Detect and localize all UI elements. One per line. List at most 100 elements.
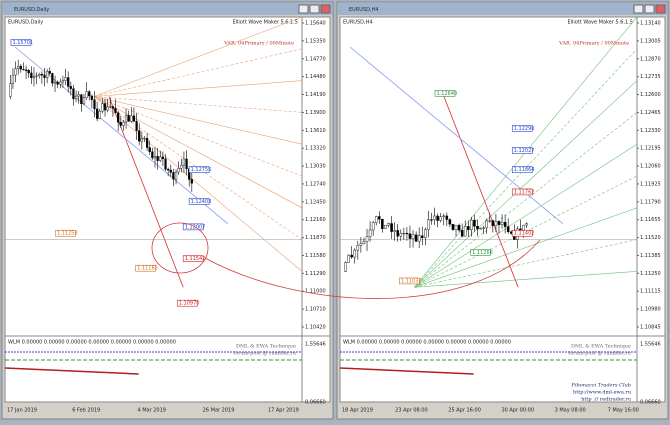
- price-tag-label: 1.11762: [514, 189, 535, 195]
- price-label: 1.13900: [305, 110, 326, 116]
- candle: [64, 77, 67, 81]
- indicator-label: WLM 0.00000 0.00000 0.00000 0.00000 0.00…: [343, 340, 511, 346]
- candle: [420, 235, 424, 238]
- price-tag: [176, 299, 198, 307]
- candle: [145, 138, 149, 148]
- price-label: 1.11115: [640, 289, 661, 295]
- indicator-axis-label: 1.55646: [640, 342, 661, 348]
- window-button[interactable]: [298, 4, 309, 14]
- window-button[interactable]: [655, 4, 666, 14]
- price-tag: [511, 229, 533, 237]
- indicator-curve: [4, 367, 139, 375]
- candle: [9, 83, 12, 97]
- candle: [408, 233, 412, 239]
- indicator-axis-label: 1.55646: [305, 342, 326, 348]
- chart-window: EURUSD,H4 EURUSD,H4 Elliott Wave Maker 5.6…: [336, 1, 669, 420]
- variant-label: VAR. 04Primary / 00Minute: [223, 41, 294, 47]
- price-label: 1.12195: [640, 146, 661, 152]
- candle: [467, 226, 470, 230]
- footer-text: http :// redtrader.ru: [581, 397, 632, 403]
- candle: [525, 223, 528, 226]
- candle: [491, 220, 495, 226]
- fan-line: [93, 96, 303, 177]
- candle: [172, 172, 175, 180]
- candle: [506, 226, 510, 233]
- candle: [482, 227, 485, 229]
- candle: [414, 234, 418, 242]
- price-label: 1.11000: [305, 289, 326, 295]
- price-label: 1.11870: [305, 235, 326, 241]
- candle: [77, 94, 80, 97]
- candle: [396, 230, 399, 237]
- date-label: 23 Apr 08:00: [395, 408, 428, 414]
- candle: [387, 223, 390, 226]
- candle: [117, 112, 120, 123]
- price-label: 1.11790: [640, 199, 661, 205]
- window-button[interactable]: [309, 4, 320, 14]
- candle: [59, 81, 62, 85]
- candle: [46, 71, 49, 79]
- fan-line: [414, 143, 638, 288]
- candle: [436, 215, 439, 221]
- watermark: DML & EWA Technique: [571, 344, 631, 350]
- window-button[interactable]: [320, 4, 331, 14]
- candle: [442, 215, 446, 217]
- candle: [48, 71, 51, 74]
- price-tag: [470, 249, 491, 256]
- candle: [40, 74, 44, 76]
- candle: [190, 179, 193, 184]
- candle: [344, 262, 347, 272]
- candle: [463, 226, 467, 237]
- candle: [38, 74, 41, 76]
- candle: [182, 158, 186, 166]
- candle: [93, 99, 96, 110]
- price-label: 1.10710: [305, 307, 326, 313]
- candle: [427, 219, 430, 230]
- price-label: 1.11250: [640, 271, 661, 277]
- candle: [365, 236, 369, 242]
- date-label: 17 Apr 2019: [268, 408, 299, 414]
- candle: [476, 226, 479, 230]
- price-label: 1.13320: [305, 146, 326, 152]
- candle: [69, 86, 72, 89]
- candle: [156, 156, 159, 161]
- candle: [72, 88, 75, 100]
- fan-line: [94, 96, 303, 145]
- price-tag-label: 1.12290: [514, 126, 535, 132]
- candle: [451, 223, 455, 230]
- candle: [433, 215, 436, 220]
- indicator-axis-label: 0.06660: [305, 400, 326, 406]
- window-button[interactable]: [644, 4, 655, 14]
- price-tag-label: 1.12027: [514, 148, 535, 154]
- candle: [151, 151, 154, 159]
- title-bar: [338, 3, 667, 15]
- fan-line: [414, 175, 638, 288]
- price-label: 1.15640: [305, 21, 326, 27]
- candle: [169, 169, 172, 173]
- price-label: 1.13610: [305, 128, 326, 134]
- watermark: forum-post @ rambler.ru: [233, 350, 297, 357]
- price-tag: [434, 90, 456, 97]
- watermark: forum-post @ rambler.ru: [568, 350, 632, 357]
- candle: [470, 219, 473, 230]
- price-tag-label: 1.11163: [137, 266, 158, 272]
- candle: [356, 245, 360, 251]
- fan-line: [414, 271, 638, 288]
- price-label: 1.10980: [640, 307, 661, 313]
- date-label: 4 Mar 2019: [137, 408, 166, 414]
- price-tag: [10, 39, 32, 46]
- fan-line: [414, 239, 638, 288]
- price-label: 1.12060: [640, 164, 661, 170]
- window-button[interactable]: [633, 4, 644, 14]
- price-tag: [511, 125, 533, 132]
- price-label: 1.13140: [640, 21, 661, 27]
- candle: [127, 115, 130, 122]
- candle: [174, 171, 178, 180]
- candle: [43, 74, 46, 79]
- title-bar: [3, 3, 332, 15]
- price-tag: [188, 166, 210, 173]
- fan-line: [414, 80, 638, 288]
- window-title: EURUSD,Daily: [14, 7, 49, 13]
- candle: [101, 103, 104, 112]
- candle: [390, 223, 393, 232]
